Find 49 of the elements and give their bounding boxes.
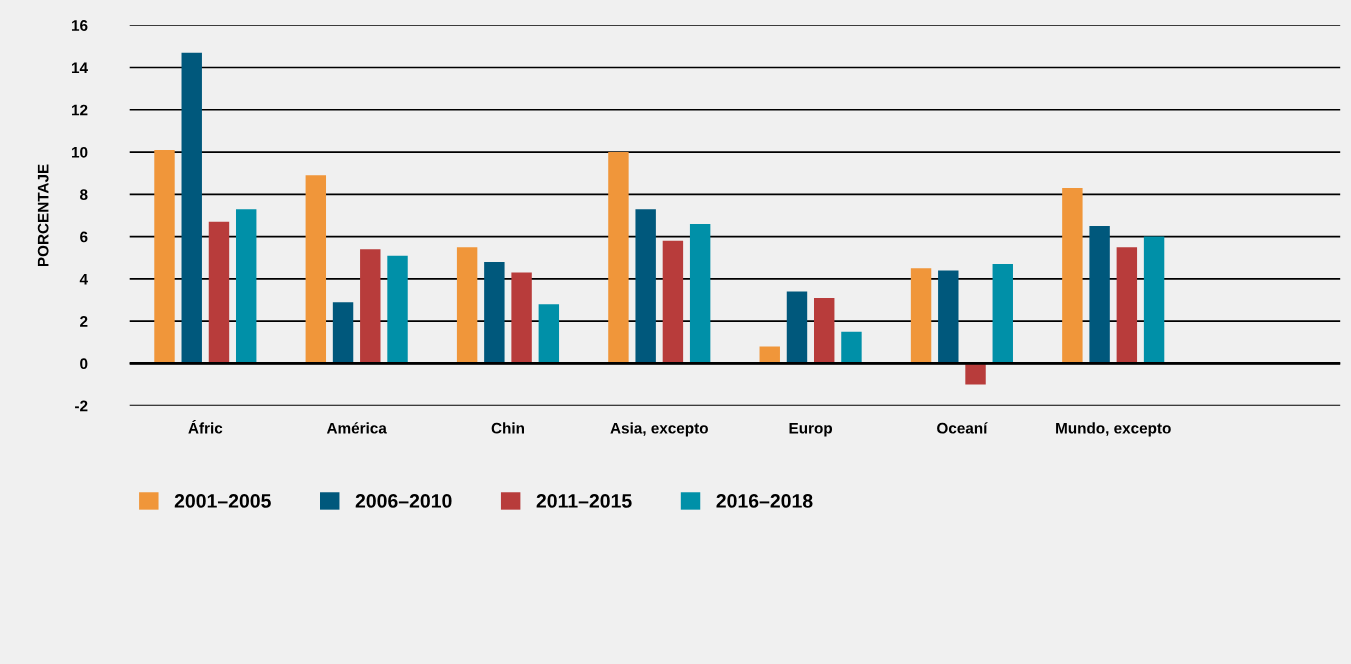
bar (1116, 247, 1138, 364)
bar (938, 270, 959, 364)
x-tick-label: Oceaní (937, 422, 988, 434)
x-tick-label: Áfric (188, 419, 223, 434)
bar (332, 302, 354, 364)
bar (689, 223, 711, 364)
y-tick-label: 16 (72, 20, 88, 31)
bar (235, 209, 257, 364)
bar (841, 331, 862, 364)
y-tick-label: 14 (72, 62, 88, 74)
y-tick-label: 10 (72, 146, 88, 158)
bar (208, 221, 230, 364)
y-axis-title: PORCENTAJE (37, 164, 49, 267)
y-tick-label: 12 (72, 104, 88, 116)
bar (965, 363, 986, 385)
bar (511, 272, 532, 364)
x-tick-label: América (326, 422, 387, 434)
y-tick-label: -2 (75, 400, 88, 412)
bar (814, 297, 835, 364)
legend-label: 2016–2018 (716, 494, 813, 508)
y-tick-label: 2 (80, 316, 88, 327)
bar (635, 209, 656, 364)
bar (1062, 187, 1083, 364)
bar (1143, 236, 1165, 364)
y-tick-label: 0 (80, 358, 88, 370)
bar (786, 291, 808, 364)
y-tick-label: 8 (80, 189, 88, 201)
bar (456, 247, 478, 364)
bar (154, 149, 175, 364)
bar (1089, 226, 1110, 364)
bar (387, 255, 408, 364)
bar (992, 264, 1013, 364)
x-tick-label: Chin (491, 422, 524, 434)
bar (538, 304, 560, 364)
legend-label: 2006–2010 (355, 494, 452, 508)
y-tick-label: 6 (80, 231, 88, 243)
legend-label: 2011–2015 (536, 494, 632, 508)
bar (662, 240, 684, 364)
x-tick-label: Europ (789, 422, 833, 437)
bar (910, 268, 932, 364)
legend-label: 2001–2005 (174, 494, 271, 508)
bar (305, 175, 327, 364)
y-tick-label: 4 (79, 273, 88, 285)
bar (181, 52, 202, 364)
bar (608, 152, 629, 364)
bar (360, 249, 381, 364)
bar (484, 261, 505, 364)
x-tick-label: Mundo, excepto (1056, 422, 1171, 437)
x-tick-label: Asia, excepto (610, 422, 708, 437)
